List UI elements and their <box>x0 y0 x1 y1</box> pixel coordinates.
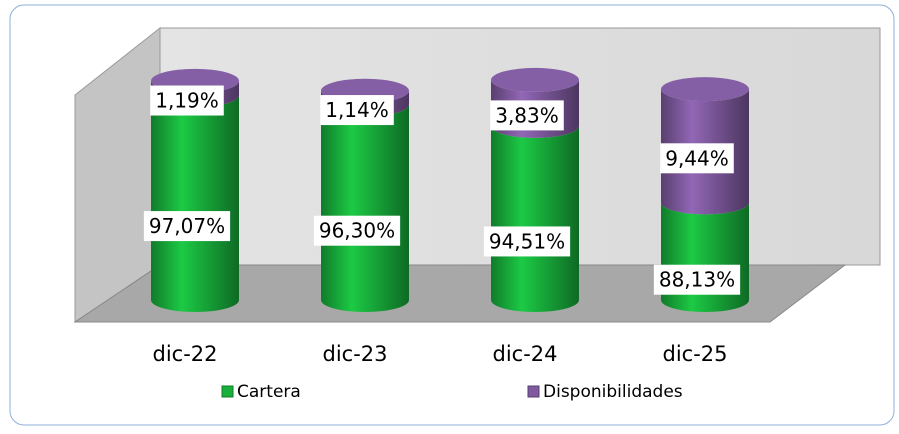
data-label: 1,19% <box>155 89 219 113</box>
data-label: 94,51% <box>489 229 565 253</box>
data-label: 1,14% <box>325 98 389 122</box>
data-label: 97,07% <box>149 214 225 238</box>
cylinder-top <box>661 77 749 102</box>
data-label-box <box>150 85 224 116</box>
x-tick-label: dic-25 <box>662 342 727 366</box>
data-label-box <box>483 226 571 257</box>
cylinder-segment <box>321 104 409 313</box>
x-tick-label: dic-23 <box>322 342 387 366</box>
data-label-box <box>320 95 394 126</box>
data-label-box <box>490 100 564 131</box>
data-label-box <box>143 211 231 242</box>
data-label-box <box>313 215 401 246</box>
data-label-box <box>660 143 734 174</box>
x-tick-label: dic-24 <box>492 342 557 366</box>
cylinder-segment <box>151 95 239 312</box>
data-label: 9,44% <box>665 146 729 170</box>
data-label-box <box>653 264 741 295</box>
cylinder-segment <box>661 202 749 312</box>
legend-swatch <box>221 385 234 398</box>
data-label: 3,83% <box>495 103 559 127</box>
data-label: 88,13% <box>659 268 735 292</box>
legend-label: Cartera <box>237 382 301 402</box>
floor <box>73 264 847 323</box>
legend-label: Disponibilidades <box>543 382 683 402</box>
x-tick-label: dic-22 <box>152 342 217 366</box>
cylinder-top <box>491 67 579 92</box>
legend-swatch <box>527 385 540 398</box>
cylinder-segment <box>491 125 579 312</box>
data-label: 96,30% <box>319 219 395 243</box>
